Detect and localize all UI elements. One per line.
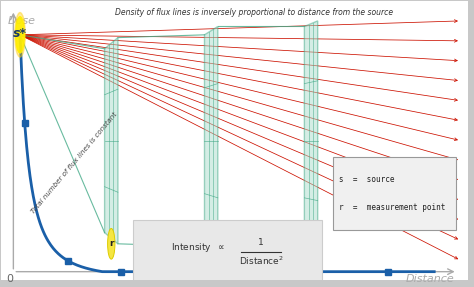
Text: Total number of flux lines is constant: Total number of flux lines is constant (30, 111, 118, 215)
Text: r  =  measurement point: r = measurement point (339, 203, 446, 212)
Text: 2r: 2r (206, 253, 217, 262)
Text: Dose: Dose (8, 16, 36, 26)
Circle shape (307, 253, 315, 284)
Text: r: r (109, 239, 113, 248)
Text: Distance$^{2}$: Distance$^{2}$ (239, 255, 283, 267)
Text: 3r: 3r (306, 264, 317, 274)
Text: Density of flux lines is inversely proportional to distance from the source: Density of flux lines is inversely propo… (115, 8, 393, 17)
Circle shape (16, 17, 24, 53)
Text: Distance: Distance (405, 274, 454, 284)
Text: s*: s* (13, 27, 27, 40)
Text: Intensity  $\propto$: Intensity $\propto$ (171, 241, 225, 255)
Circle shape (208, 243, 215, 273)
Circle shape (108, 228, 115, 259)
Text: 1: 1 (258, 238, 264, 247)
Polygon shape (204, 26, 218, 255)
Polygon shape (105, 38, 118, 244)
FancyBboxPatch shape (333, 158, 456, 230)
FancyBboxPatch shape (133, 220, 322, 282)
Text: 0: 0 (6, 274, 13, 284)
Circle shape (15, 13, 26, 57)
Text: s  =  source: s = source (339, 175, 394, 184)
Polygon shape (304, 21, 318, 261)
